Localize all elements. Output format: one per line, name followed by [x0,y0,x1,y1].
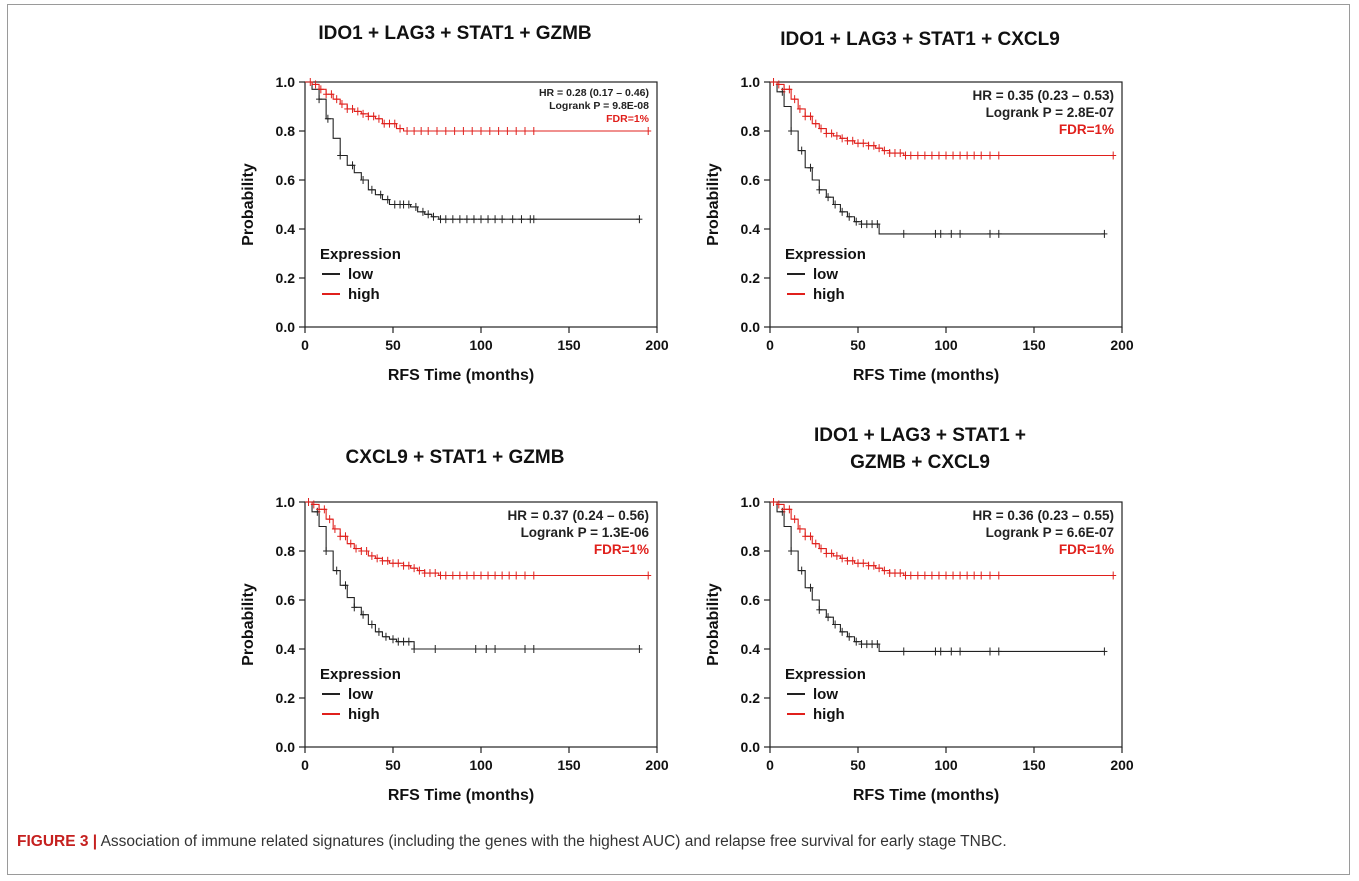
logrank-annotation: Logrank P = 6.6E-07 [986,525,1114,540]
x-tick-label: 100 [469,757,493,773]
panel-title-line: IDO1 + LAG3 + STAT1 + GZMB [318,23,592,44]
y-tick-label: 0.2 [741,690,761,706]
x-tick-label: 100 [934,337,958,353]
km-plot: 0.0 0.2 0.4 0.6 0.8 1.0 0 50 100 150 200 RFS Time (… [705,74,1134,384]
y-tick-label: 0.6 [741,592,761,608]
panel-title: CXCL9 + STAT1 + GZMB [215,444,695,471]
y-tick-label: 0.8 [276,123,296,139]
y-tick-label: 0.4 [276,641,296,657]
y-tick-label: 0.4 [741,641,761,657]
figure-caption: FIGURE 3 | Association of immune related… [17,833,1337,851]
y-tick-label: 1.0 [741,74,761,90]
legend-title: Expression [320,246,401,263]
y-tick-label: 1.0 [276,494,296,510]
km-plot: 0.0 0.2 0.4 0.6 0.8 1.0 0 50 100 150 200 RFS Time (… [240,494,669,804]
x-tick-label: 50 [385,337,401,353]
km-plot: 0.0 0.2 0.4 0.6 0.8 1.0 0 50 100 150 200 RFS Time (… [705,494,1134,804]
y-tick-label: 1.0 [276,74,296,90]
x-axis-label: RFS Time (months) [388,367,534,384]
x-tick-label: 200 [645,757,669,773]
y-tick-label: 0.2 [276,690,296,706]
x-tick-label: 0 [301,757,309,773]
y-tick-label: 0.4 [276,221,296,237]
x-tick-label: 100 [934,757,958,773]
fdr-annotation: FDR=1% [594,542,649,557]
km-panel-1: IDO1 + LAG3 + STAT1 + GZMB 0.0 0.2 0.4 0.6 0… [215,12,695,412]
legend-label-high: high [813,286,845,303]
hr-annotation: HR = 0.36 (0.23 – 0.55) [973,508,1114,523]
x-tick-label: 150 [1022,757,1046,773]
x-tick-label: 50 [850,337,866,353]
x-tick-label: 50 [385,757,401,773]
y-tick-label: 0.0 [276,319,296,335]
x-tick-label: 0 [301,337,309,353]
fdr-annotation: FDR=1% [1059,122,1114,137]
panel-title: IDO1 + LAG3 + STAT1 + CXCL9 [680,26,1160,53]
legend-label-low: low [813,686,838,703]
km-plot: 0.0 0.2 0.4 0.6 0.8 1.0 0 50 100 150 200 RFS Time (… [240,74,669,384]
x-tick-label: 0 [766,337,774,353]
caption-label: FIGURE 3 | [17,833,98,850]
logrank-annotation: Logrank P = 2.8E-07 [986,105,1114,120]
panel-title-line: IDO1 + LAG3 + STAT1 + [813,425,1027,446]
figure-frame [7,4,1350,875]
y-tick-label: 0.6 [276,592,296,608]
hr-annotation: HR = 0.37 (0.24 – 0.56) [508,508,649,523]
y-tick-label: 0.0 [741,739,761,755]
x-tick-label: 150 [557,757,581,773]
panel-title-line: GZMB + CXCL9 [850,452,990,473]
y-tick-label: 0.4 [741,221,761,237]
x-axis-label: RFS Time (months) [853,367,999,384]
y-tick-label: 0.6 [276,172,296,188]
y-axis-label: Probability [705,583,722,666]
y-tick-label: 0.0 [741,319,761,335]
x-axis-label: RFS Time (months) [853,787,999,804]
legend-label-low: low [813,266,838,283]
km-panel-2: IDO1 + LAG3 + STAT1 + CXCL9 0.0 0.2 0.4 0.6… [680,12,1160,412]
logrank-annotation: Logrank P = 1.3E-06 [521,525,650,540]
legend-title: Expression [785,666,866,683]
x-tick-label: 150 [1022,337,1046,353]
legend-label-low: low [348,686,373,703]
x-tick-label: 200 [1110,757,1134,773]
y-tick-label: 1.0 [741,494,761,510]
y-tick-label: 0.8 [741,543,761,559]
y-tick-label: 0.6 [741,172,761,188]
y-tick-label: 0.2 [276,270,296,286]
x-tick-label: 200 [645,337,669,353]
y-tick-label: 0.8 [741,123,761,139]
panel-title: IDO1 + LAG3 + STAT1 + GZMB + CXCL9 [680,422,1160,476]
x-tick-label: 150 [557,337,581,353]
panel-title-line: CXCL9 + STAT1 + GZMB [345,447,565,468]
legend-title: Expression [320,666,401,683]
hr-annotation: HR = 0.28 (0.17 – 0.46) [539,87,649,99]
panel-title-line: IDO1 + LAG3 + STAT1 + CXCL9 [780,29,1060,50]
y-axis-label: Probability [240,163,257,246]
legend-label-high: high [813,706,845,723]
panel-title: IDO1 + LAG3 + STAT1 + GZMB [215,20,695,47]
hr-annotation: HR = 0.35 (0.23 – 0.53) [973,88,1114,103]
x-tick-label: 200 [1110,337,1134,353]
fdr-annotation: FDR=1% [1059,542,1114,557]
legend-label-low: low [348,266,373,283]
y-axis-label: Probability [240,583,257,666]
y-tick-label: 0.0 [276,739,296,755]
legend-label-high: high [348,286,380,303]
km-panel-3: CXCL9 + STAT1 + GZMB 0.0 0.2 0.4 0.6 0.8 1.0 0… [215,432,695,832]
fdr-annotation: FDR=1% [606,113,650,125]
km-panel-4: IDO1 + LAG3 + STAT1 + GZMB + CXCL9 0.0 0.2… [680,425,1160,832]
x-tick-label: 50 [850,757,866,773]
x-tick-label: 0 [766,757,774,773]
y-tick-label: 0.2 [741,270,761,286]
caption-text: Association of immune related signatures… [97,833,1007,850]
y-tick-label: 0.8 [276,543,296,559]
legend-title: Expression [785,246,866,263]
x-tick-label: 100 [469,337,493,353]
legend-label-high: high [348,706,380,723]
y-axis-label: Probability [705,163,722,246]
logrank-annotation: Logrank P = 9.8E-08 [549,100,649,112]
x-axis-label: RFS Time (months) [388,787,534,804]
